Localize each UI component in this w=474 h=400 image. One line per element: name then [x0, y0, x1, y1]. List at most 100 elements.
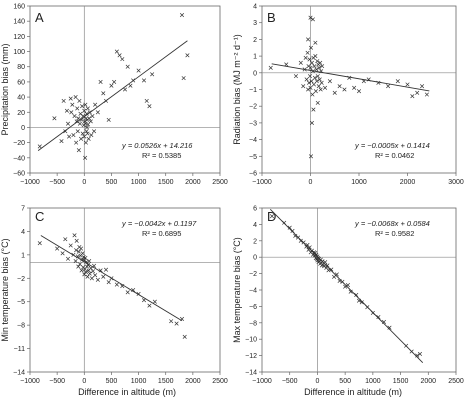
data-point-stroke	[83, 155, 88, 160]
data-point	[76, 148, 81, 153]
data-point-stroke	[83, 255, 88, 261]
y-tick-label: 160	[13, 4, 25, 11]
data-point	[309, 79, 314, 84]
data-point-stroke	[309, 248, 314, 253]
data-point	[77, 121, 82, 126]
data-point	[82, 258, 87, 263]
data-point	[83, 255, 88, 261]
data-point-stroke	[77, 262, 82, 267]
data-point-stroke	[179, 13, 185, 18]
data-point-stroke	[337, 84, 342, 89]
data-point	[420, 84, 425, 89]
data-point-stroke	[71, 252, 76, 257]
x-tick-label: 2500	[448, 378, 464, 385]
data-point-stroke	[293, 233, 298, 238]
data-point	[356, 298, 362, 303]
data-point	[308, 85, 313, 90]
data-point-stroke	[381, 319, 386, 325]
data-point	[313, 89, 318, 94]
data-point	[131, 78, 136, 83]
data-point	[85, 106, 90, 111]
data-point-stroke	[424, 92, 429, 97]
data-point-stroke	[387, 325, 392, 330]
data-point-stroke	[109, 83, 114, 88]
data-point	[95, 277, 100, 282]
data-point-stroke	[98, 268, 103, 273]
data-point	[114, 49, 119, 54]
data-point	[311, 82, 316, 87]
data-point	[337, 278, 342, 284]
y-tick-label: −8	[249, 320, 257, 327]
y-tick-label: 2	[253, 238, 257, 245]
x-tick-label: 0	[82, 378, 86, 385]
data-point-stroke	[103, 267, 109, 272]
data-point-stroke	[90, 269, 96, 274]
data-point	[320, 259, 325, 264]
data-point	[59, 139, 64, 144]
y-tick-label: −60	[13, 171, 25, 178]
data-point	[386, 84, 391, 89]
data-point	[404, 343, 409, 348]
data-point-stroke	[304, 77, 309, 82]
data-point	[82, 119, 87, 124]
data-point	[125, 290, 130, 295]
data-point	[309, 60, 315, 65]
panel-label: A	[35, 10, 44, 25]
y-tick-label: 40	[17, 95, 25, 102]
plot-frame	[29, 5, 221, 174]
data-point-stroke	[88, 266, 93, 271]
y-tick-label: 60	[17, 79, 25, 86]
data-point-stroke	[76, 148, 81, 153]
data-point	[85, 131, 90, 136]
data-point-stroke	[370, 310, 375, 316]
data-point	[83, 269, 88, 275]
data-point	[95, 110, 100, 115]
data-point	[106, 280, 111, 285]
data-point	[122, 87, 128, 92]
data-point-stroke	[86, 262, 91, 268]
data-point-stroke	[87, 110, 92, 115]
data-point	[320, 64, 325, 69]
data-point	[314, 79, 319, 84]
data-point	[82, 134, 87, 139]
data-point	[332, 90, 337, 95]
data-point	[410, 94, 415, 99]
data-point-stroke	[92, 129, 97, 134]
data-point	[125, 64, 130, 69]
data-point-stroke	[95, 110, 100, 115]
data-point	[415, 90, 420, 95]
data-point	[310, 17, 315, 22]
data-point	[306, 37, 311, 42]
data-point-stroke	[306, 64, 311, 69]
data-point-stroke	[315, 254, 320, 259]
data-point	[72, 233, 77, 238]
data-point	[345, 283, 350, 288]
data-point-stroke	[81, 114, 86, 119]
data-point-stroke	[89, 276, 94, 281]
y-tick-label: −4	[249, 288, 257, 295]
data-point	[409, 349, 414, 354]
data-point	[61, 98, 66, 103]
data-point-stroke	[307, 74, 313, 79]
data-point-stroke	[356, 89, 362, 94]
data-point-stroke	[82, 272, 87, 277]
data-point-stroke	[340, 279, 345, 284]
x-tick-label: 3000	[448, 179, 464, 186]
data-point	[87, 110, 92, 115]
y-axis-title: Max temperature bias (°C)	[232, 237, 242, 343]
y-axis-title: Radiation bias (MJ m⁻² d⁻¹)	[232, 34, 242, 145]
data-point	[417, 351, 423, 357]
data-point-stroke	[75, 106, 80, 111]
data-point-stroke	[83, 269, 88, 275]
data-point	[169, 319, 174, 324]
data-point-stroke	[356, 298, 362, 303]
r-squared-label: R² = 0.6895	[142, 229, 181, 238]
data-point-stroke	[316, 84, 321, 89]
data-point	[293, 233, 298, 238]
data-point	[69, 110, 74, 115]
data-point-stroke	[75, 129, 80, 134]
data-point-stroke	[136, 68, 141, 73]
data-point-stroke	[307, 57, 312, 62]
data-point	[313, 54, 318, 59]
data-point	[80, 131, 85, 136]
